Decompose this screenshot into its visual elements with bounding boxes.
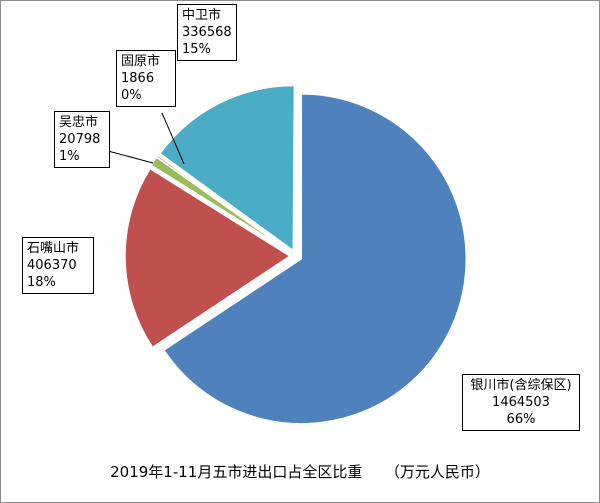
chart-title: 2019年1-11月五市进出口占全区比重 （万元人民币） xyxy=(110,463,490,481)
leader-line-wuzhong xyxy=(107,150,154,164)
pie-slice-zhongwei xyxy=(158,84,296,253)
label-shizuishan-value: 406370 xyxy=(27,258,77,273)
callout-shizuishan: 石嘴山市 406370 18% xyxy=(22,237,94,294)
label-shizuishan-name: 石嘴山市 xyxy=(27,241,80,256)
pie-slice-yinchuan xyxy=(162,93,467,425)
label-guyuan-value: 1866 xyxy=(121,71,155,86)
leader-line-guyuan xyxy=(161,112,185,165)
label-wuzhong-value: 20798 xyxy=(59,132,101,147)
leader-lines xyxy=(107,112,185,165)
label-shizuishan-percent: 18% xyxy=(27,275,56,290)
label-guyuan-percent: 0% xyxy=(121,88,142,103)
pie-slice-shizuishan xyxy=(124,167,292,349)
callout-guyuan: 固原市 1866 0% xyxy=(116,50,176,107)
pie-slice-guyuan xyxy=(155,154,292,254)
label-yinchuan-value: 1464503 xyxy=(492,395,550,410)
callout-zhongwei: 中卫市 336568 15% xyxy=(177,4,237,61)
callout-wuzhong: 吴忠市 20798 1% xyxy=(54,111,110,168)
callout-yinchuan: 银川市(含综保区) 1464503 66% xyxy=(462,374,580,431)
label-yinchuan-name: 银川市(含综保区) xyxy=(470,378,572,393)
label-zhongwei-percent: 15% xyxy=(182,42,211,57)
label-wuzhong-name: 吴忠市 xyxy=(59,115,99,130)
label-zhongwei-name: 中卫市 xyxy=(182,8,222,23)
pie-slices xyxy=(124,84,467,425)
label-guyuan-name: 固原市 xyxy=(121,54,161,69)
label-zhongwei-value: 336568 xyxy=(182,25,232,40)
label-yinchuan-percent: 66% xyxy=(506,412,536,427)
label-wuzhong-percent: 1% xyxy=(59,149,80,164)
